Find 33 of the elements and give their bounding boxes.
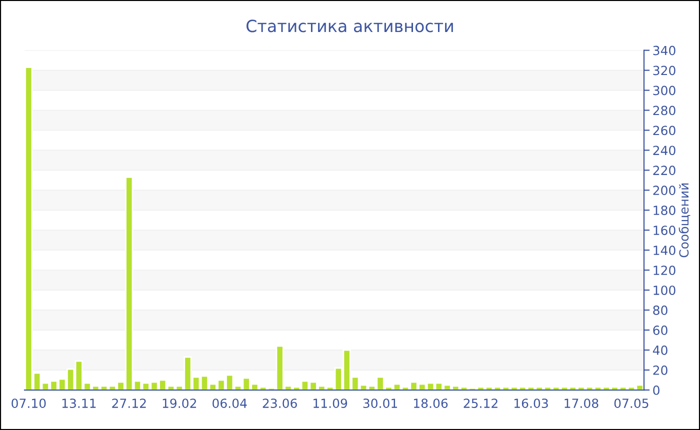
x-tick-label: 23.06 xyxy=(262,398,297,408)
y-tick-label: 60 xyxy=(653,326,668,335)
x-tick-label: 11.09 xyxy=(314,398,348,408)
y-tick-label: 260 xyxy=(653,126,676,136)
y-tick-label: 40 xyxy=(652,346,668,355)
x-tick-label: 27.12 xyxy=(112,398,146,408)
x-tick-label: 25.12 xyxy=(464,398,498,408)
y-tick-label: 20 xyxy=(653,366,668,375)
y-tick-label: 160 xyxy=(654,226,676,236)
y-axis-title: Сообщений xyxy=(678,183,690,258)
y-tick-label: 300 xyxy=(653,86,676,96)
x-tick-label: 18.06 xyxy=(414,398,448,408)
x-tick-label: 07.10 xyxy=(12,398,46,408)
y-tick-label: 120 xyxy=(654,266,676,276)
y-tick-label: 100 xyxy=(654,286,676,296)
x-tick-label: 13.11 xyxy=(62,398,96,408)
y-tick-label: 340 xyxy=(653,46,676,56)
y-tick-label: 140 xyxy=(654,246,676,256)
y-tick-label: 220 xyxy=(653,166,676,176)
x-tick-label: 17.08 xyxy=(564,398,598,408)
x-tick-label: 06.04 xyxy=(212,398,247,408)
x-tick-label: 16.03 xyxy=(514,398,548,408)
chart-title: Статистика активности xyxy=(246,20,453,32)
y-tick-label: 240 xyxy=(653,146,676,156)
y-tick-label: 320 xyxy=(653,66,676,76)
x-tick-label: 07.05 xyxy=(614,398,648,408)
x-tick-label: 30.01 xyxy=(363,398,398,408)
y-tick-label: 80 xyxy=(653,306,668,316)
y-tick-label: 0 xyxy=(653,385,660,395)
x-tick-label: 19.02 xyxy=(162,398,196,408)
y-tick-label: 200 xyxy=(653,186,676,196)
y-tick-label: 180 xyxy=(654,206,676,216)
y-tick-label: 280 xyxy=(653,106,676,116)
